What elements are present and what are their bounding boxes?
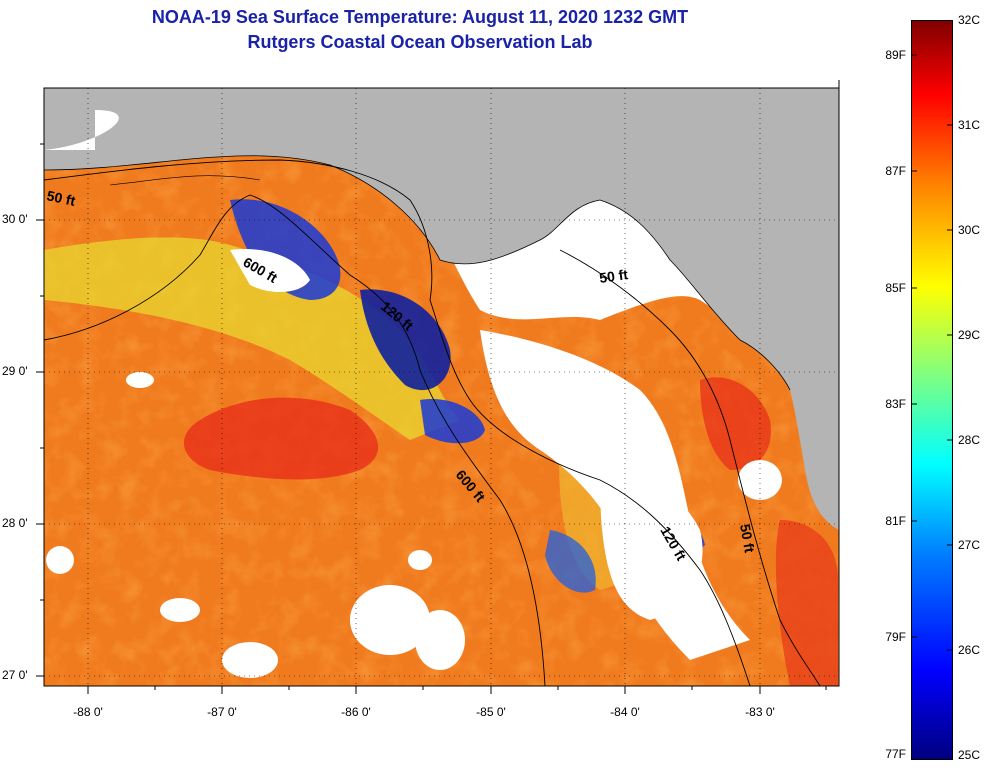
colorbar-f-77: 77F	[885, 747, 906, 761]
lon-label-87: -87 0'	[207, 705, 237, 719]
contour-label-1: 50 ft	[45, 187, 77, 209]
colorbar	[911, 20, 953, 760]
lat-label-28: 28 0'	[2, 516, 28, 530]
lon-label-85: -85 0'	[476, 705, 506, 719]
lon-label-88: -88 0'	[73, 705, 103, 719]
colorbar-c-27: 27C	[958, 538, 981, 552]
hot-core	[183, 397, 379, 480]
lat-label-30: 30 0'	[2, 212, 28, 226]
contour-50ft-east	[559, 249, 821, 686]
colorbar-c-29: 29C	[958, 328, 981, 342]
lat-label-27: 27 0'	[2, 668, 28, 682]
land-mass	[44, 88, 839, 530]
colorbar-c-25: 25C	[958, 748, 981, 762]
map-plot-area	[44, 88, 839, 686]
lat-label-29: 29 0'	[2, 364, 28, 378]
colorbar-c-28: 28C	[958, 433, 981, 447]
contour-600ft	[44, 194, 546, 686]
colorbar-c-32: 32C	[958, 13, 981, 27]
contour-label-5: 50 ft	[598, 266, 629, 286]
map-frame	[43, 87, 840, 687]
cool-patch	[230, 199, 341, 300]
colorbar-f-79: 79F	[885, 630, 906, 644]
colorbar-c-26: 26C	[958, 643, 981, 657]
shelf-band	[44, 237, 460, 440]
contour-50ft-west	[44, 159, 433, 301]
lon-label-84: -84 0'	[610, 705, 640, 719]
colorbar-f-89: 89F	[885, 48, 906, 62]
contour-label-7: 50 ft	[737, 523, 758, 554]
colorbar-f-85: 85F	[885, 281, 906, 295]
colorbar-f-83: 83F	[885, 397, 906, 411]
map-subtitle: Rutgers Coastal Ocean Observation Lab	[247, 32, 593, 52]
colorbar-c-31: 31C	[958, 118, 981, 132]
map-title: NOAA-19 Sea Surface Temperature: August …	[151, 7, 689, 27]
lon-label-86: -86 0'	[341, 705, 371, 719]
axis-ticks	[36, 80, 840, 694]
contour-120ft	[429, 299, 751, 686]
lon-label-83: -83 0'	[745, 705, 775, 719]
colorbar-f-87: 87F	[885, 164, 906, 178]
colorbar-c-30: 30C	[958, 223, 981, 237]
colorbar-f-81: 81F	[885, 514, 906, 528]
